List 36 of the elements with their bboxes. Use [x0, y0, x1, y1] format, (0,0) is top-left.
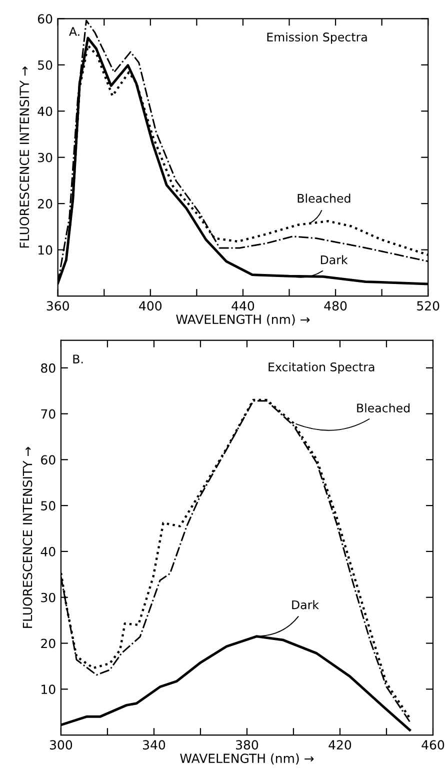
- y-tick-label: 10: [38, 245, 52, 255]
- x-axis-title: WAVELENGTH (nm) →: [180, 753, 314, 765]
- annotation: A.: [69, 27, 80, 36]
- x-tick-label: 520: [417, 301, 440, 311]
- x-axis-title: WAVELENGTH (nm) →: [176, 314, 310, 326]
- y-tick-label: 40: [40, 546, 56, 556]
- y-tick-label: 80: [41, 363, 56, 373]
- x-tick-label: 300: [50, 740, 72, 750]
- y-tick-label: 10: [42, 684, 56, 694]
- y-axis-title: FLUORESCENCE INTENSITY →: [20, 66, 30, 248]
- x-tick-label: 400: [139, 301, 162, 311]
- y-tick-label: 30: [41, 592, 56, 602]
- annotation: B.: [73, 354, 83, 364]
- text: Emission Spectra: [267, 32, 367, 44]
- y-tick-label: 20: [38, 199, 52, 208]
- x-tick-label: 480: [324, 301, 347, 311]
- text: Excitation Spectra: [268, 362, 374, 374]
- annotation: Bleached: [357, 403, 410, 412]
- x-tick-label: 340: [142, 740, 166, 750]
- y-tick-label: 20: [41, 638, 56, 648]
- x-tick-label: 420: [328, 740, 352, 750]
- annotation: Dark: [292, 600, 319, 610]
- annotation: Bleached: [298, 194, 350, 203]
- x-tick-label: 380: [236, 740, 258, 750]
- annotation: Dark: [320, 255, 348, 264]
- y-tick-label: 50: [38, 60, 52, 70]
- x-tick-label: 360: [46, 301, 69, 311]
- y-tick-label: 60: [38, 14, 52, 24]
- y-tick-label: 30: [38, 152, 52, 162]
- y-axis-title: FLUORESCENCE INTENSITY →: [22, 446, 32, 628]
- y-tick-label: 40: [38, 106, 52, 116]
- y-tick-label: 70: [41, 409, 56, 419]
- y-tick-label: 60: [41, 455, 56, 465]
- x-tick-label: 460: [422, 740, 444, 750]
- y-tick-label: 50: [41, 501, 56, 510]
- x-tick-label: 440: [232, 301, 254, 311]
